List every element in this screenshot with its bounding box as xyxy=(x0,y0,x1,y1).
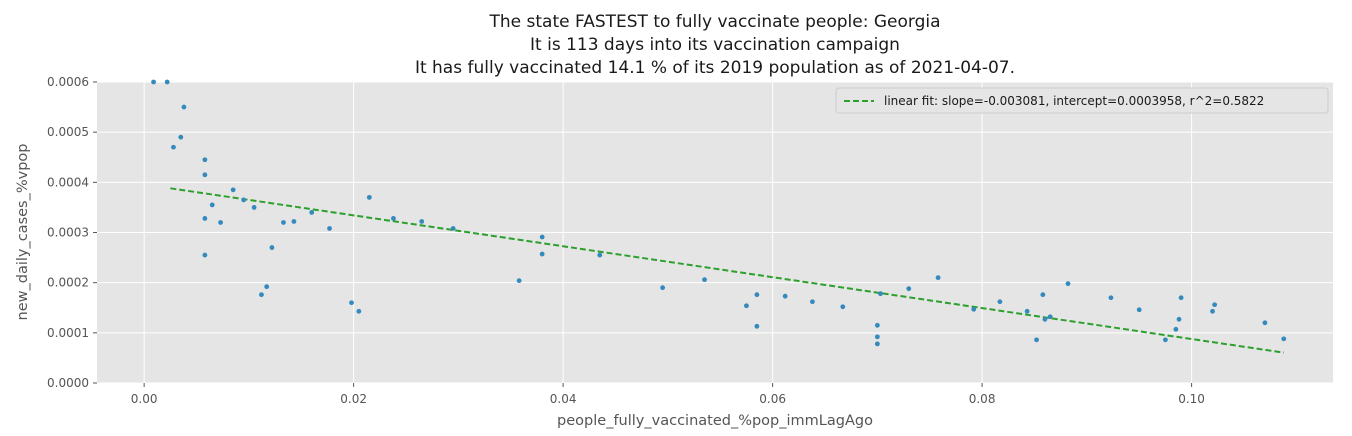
grid-lines xyxy=(97,81,1333,384)
data-point xyxy=(366,194,372,200)
data-point xyxy=(878,291,883,297)
data-point xyxy=(754,292,760,298)
y-tick-label: 0.0004 xyxy=(47,175,89,189)
data-point xyxy=(419,219,425,224)
x-axis-ticks: 0.00 0.02 0.04 0.06 0.08 0.10 xyxy=(131,383,1205,406)
data-point xyxy=(349,300,354,306)
data-point xyxy=(1136,307,1142,313)
data-point xyxy=(597,252,603,258)
chart-title: The state FASTEST to fully vaccinate peo… xyxy=(415,12,1015,78)
data-point xyxy=(1281,336,1287,342)
data-point xyxy=(178,134,184,140)
y-tick-label: 0.0002 xyxy=(47,276,89,290)
legend-entry-fit: linear fit: slope=-0.003081, intercept=0… xyxy=(884,94,1264,108)
x-tick-label: 0.06 xyxy=(759,392,786,406)
data-point xyxy=(660,285,666,291)
data-point xyxy=(744,303,749,309)
data-point xyxy=(1065,281,1071,287)
data-point xyxy=(539,234,545,240)
data-point xyxy=(539,251,545,257)
data-point xyxy=(202,172,208,178)
data-point xyxy=(1040,292,1046,298)
y-tick-label: 0.0006 xyxy=(47,75,89,89)
y-axis-label: new_daily_cases_%vpop xyxy=(15,144,31,321)
x-axis-label: people_fully_vaccinated_%pop_immLagAgo xyxy=(557,413,873,429)
x-tick-label: 0.08 xyxy=(969,392,996,406)
data-point xyxy=(1047,314,1053,320)
data-point xyxy=(1024,308,1030,314)
data-point xyxy=(327,226,332,231)
data-point xyxy=(202,216,208,221)
data-point xyxy=(702,277,707,283)
fit-line-group xyxy=(170,187,1284,354)
x-tick-label: 0.00 xyxy=(131,392,158,406)
data-point xyxy=(1176,316,1182,322)
data-point xyxy=(874,334,880,340)
data-point xyxy=(209,202,215,208)
data-point xyxy=(291,219,297,224)
data-point xyxy=(241,197,247,203)
data-point xyxy=(754,323,760,329)
data-point xyxy=(391,216,396,221)
data-point xyxy=(251,205,257,210)
data-point xyxy=(230,187,236,193)
data-point xyxy=(269,245,275,250)
y-tick-label: 0.0005 xyxy=(47,125,89,139)
data-point xyxy=(935,275,941,281)
data-point xyxy=(264,284,270,290)
data-point xyxy=(356,308,362,314)
data-point xyxy=(1173,326,1179,332)
title-line-2: It is 113 days into its vaccination camp… xyxy=(530,35,900,55)
fit-line xyxy=(170,187,1284,354)
data-point xyxy=(202,157,208,163)
x-tick-label: 0.10 xyxy=(1178,392,1205,406)
x-tick-label: 0.04 xyxy=(550,392,577,406)
data-point xyxy=(1212,302,1218,308)
data-point xyxy=(164,79,170,85)
data-point xyxy=(516,278,522,284)
title-line-1: The state FASTEST to fully vaccinate peo… xyxy=(489,12,941,32)
data-point xyxy=(840,304,846,310)
y-axis-ticks: 0.0000 0.0001 0.0002 0.0003 0.0004 0.0005 0.00… xyxy=(47,75,97,390)
data-point xyxy=(450,226,456,231)
data-point xyxy=(259,292,264,298)
legend-box xyxy=(835,87,1329,114)
data-point xyxy=(1210,308,1215,314)
data-point xyxy=(309,210,315,215)
data-point xyxy=(171,144,176,150)
y-tick-label: 0.0001 xyxy=(47,326,89,340)
data-point xyxy=(997,299,1003,305)
data-point xyxy=(906,286,912,292)
data-point xyxy=(218,220,224,225)
scatter-points xyxy=(151,79,1287,347)
title-line-3: It has fully vaccinated 14.1 % of its 20… xyxy=(415,58,1015,78)
data-point xyxy=(1178,295,1184,301)
data-point xyxy=(782,293,788,299)
data-point xyxy=(1034,337,1039,343)
data-point xyxy=(281,220,286,225)
data-point xyxy=(151,79,156,85)
data-point xyxy=(810,299,815,305)
data-point xyxy=(874,322,880,328)
data-point xyxy=(1108,295,1114,301)
data-point xyxy=(202,252,208,258)
x-tick-label: 0.02 xyxy=(340,392,367,406)
data-point xyxy=(181,104,187,110)
data-point xyxy=(1163,337,1168,343)
data-point xyxy=(1042,316,1048,322)
y-tick-label: 0.0003 xyxy=(47,226,89,240)
y-tick-label: 0.0000 xyxy=(47,376,89,390)
legend: linear fit: slope=-0.003081, intercept=0… xyxy=(835,87,1329,114)
data-point xyxy=(971,306,977,312)
data-point xyxy=(874,341,880,347)
data-point xyxy=(1262,320,1268,326)
